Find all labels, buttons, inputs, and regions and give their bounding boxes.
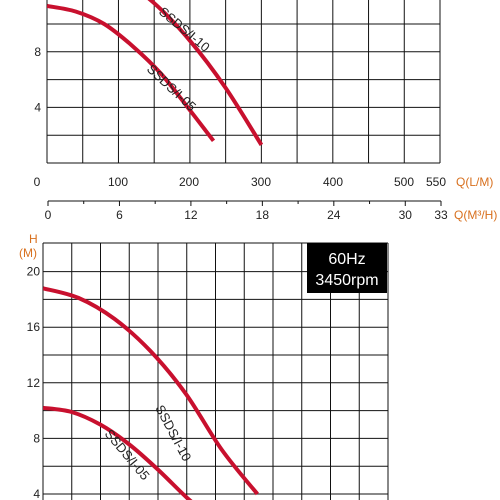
top-y-tick: 8 xyxy=(34,45,41,59)
top-grid xyxy=(46,0,441,164)
bottom-y-tick: 20 xyxy=(27,265,41,279)
x2-axis-tick: 33 xyxy=(434,208,448,222)
badge-rpm: 3450rpm xyxy=(315,272,378,289)
x2-axis-tick: 18 xyxy=(256,208,270,222)
bottom-label-ssds-i-05: SSDS/I-05 xyxy=(102,426,153,483)
top-x-tick: 550 xyxy=(426,175,446,189)
top-label-ssds-i-05: SSDS/I-05 xyxy=(144,61,199,114)
bottom-y-tick: 8 xyxy=(33,431,40,445)
top-x-ticks: 0 100 200 300 400 500 550 xyxy=(34,175,447,189)
bottom-y-tick: 4 xyxy=(33,487,40,500)
top-label-ssds-i-10: SSDS/I-10 xyxy=(156,4,213,55)
x-axis-unit-lpm: Q(L/M) xyxy=(456,175,493,189)
top-y-tick: 4 xyxy=(34,100,41,114)
x2-axis-tick: 6 xyxy=(116,208,123,222)
x-axis-unit-m3h: Q(M³/H) xyxy=(454,208,497,222)
top-x-tick: 400 xyxy=(323,175,343,189)
bottom-curve-ssds-i-10 xyxy=(43,286,259,496)
top-x-tick: 0 xyxy=(34,175,41,189)
top-curve-ssds-i-10 xyxy=(147,0,264,146)
x2-axis-tick: 0 xyxy=(45,208,52,222)
x2-axis-tick: 30 xyxy=(399,208,413,222)
bottom-y-tick: 12 xyxy=(27,376,41,390)
top-x-tick: 100 xyxy=(108,175,128,189)
badge-frequency: 60Hz xyxy=(328,251,365,268)
bottom-chart: H (M) 4 8 12 16 20 SSDS/I-10 SSDS/I-05 60Hz … xyxy=(19,232,389,500)
bottom-grid xyxy=(42,242,389,500)
top-y-tick: 12 xyxy=(28,0,42,3)
y-axis-label-h: H xyxy=(29,232,38,246)
top-x-tick: 500 xyxy=(394,175,414,189)
top-x2-axis: 0 6 12 18 24 30 33 xyxy=(45,200,448,222)
top-x-tick: 300 xyxy=(251,175,271,189)
x2-axis-tick: 24 xyxy=(327,208,341,222)
top-y-ticks: 4 8 12 xyxy=(28,0,42,114)
top-curve-ssds-i-05 xyxy=(47,3,216,143)
top-x-tick: 200 xyxy=(179,175,199,189)
bottom-curve-ssds-i-05 xyxy=(43,405,193,500)
y-axis-label-unit: (M) xyxy=(19,246,37,260)
x2-axis-tick: 12 xyxy=(184,208,198,222)
bottom-label-ssds-i-10: SSDS/I-10 xyxy=(152,402,194,463)
bottom-y-tick: 16 xyxy=(27,320,41,334)
bottom-y-ticks: 4 8 12 16 20 xyxy=(27,265,41,500)
speed-badge: 60Hz 3450rpm xyxy=(307,243,387,293)
